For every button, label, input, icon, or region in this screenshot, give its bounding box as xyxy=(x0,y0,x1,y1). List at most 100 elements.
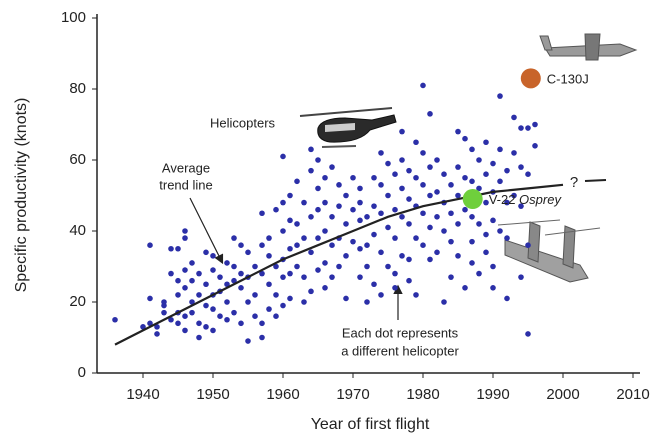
data-point xyxy=(154,324,160,330)
data-point xyxy=(308,167,314,174)
data-point xyxy=(518,164,524,170)
data-point xyxy=(322,228,328,234)
y-tick-label: 80 xyxy=(69,80,86,97)
data-point xyxy=(455,164,461,170)
x-axis-title: Year of first flight xyxy=(311,416,430,433)
data-point xyxy=(287,192,293,199)
data-point xyxy=(315,185,321,192)
data-point xyxy=(280,274,286,280)
data-point xyxy=(357,245,363,252)
data-point xyxy=(175,320,181,327)
data-point xyxy=(245,338,251,344)
data-point xyxy=(315,206,321,213)
data-point xyxy=(462,206,468,213)
data-point xyxy=(259,210,265,217)
data-point xyxy=(413,292,419,298)
data-point xyxy=(357,185,363,192)
marks: 0 20 40 60 80 100 1940 1950 1960 1970 1980 1990 2000… xyxy=(61,9,650,403)
data-point xyxy=(357,274,363,280)
data-point xyxy=(301,199,307,206)
data-point xyxy=(448,210,454,217)
x-tick-label: 1960 xyxy=(266,386,299,403)
data-point xyxy=(203,302,209,309)
osprey-illustration xyxy=(497,219,601,283)
data-point xyxy=(378,182,384,188)
data-point xyxy=(238,270,244,277)
data-point xyxy=(434,249,440,256)
x-tick-label: 1980 xyxy=(406,386,439,403)
data-point xyxy=(469,260,475,266)
data-point xyxy=(385,224,391,231)
data-point xyxy=(203,324,209,330)
data-point xyxy=(525,331,531,337)
data-point xyxy=(420,210,426,217)
data-point xyxy=(175,292,181,298)
data-point xyxy=(273,206,279,213)
highlight-label-text: C-130J xyxy=(547,72,589,87)
highlight-label: V-22 Osprey xyxy=(489,192,563,207)
data-point xyxy=(147,295,153,302)
data-point xyxy=(392,206,398,213)
data-point xyxy=(469,146,475,153)
data-point xyxy=(378,292,384,298)
data-point xyxy=(483,199,489,206)
trend-line xyxy=(114,183,564,346)
data-point xyxy=(399,214,405,220)
data-point xyxy=(259,270,265,277)
data-point xyxy=(420,150,426,156)
x-tick-label: 1990 xyxy=(476,386,509,403)
data-point xyxy=(532,143,538,149)
data-point xyxy=(154,331,160,337)
dots-label: a different helicopter xyxy=(341,343,459,358)
data-point xyxy=(280,228,286,234)
helicopter-illustration xyxy=(299,107,397,148)
data-point xyxy=(252,263,258,270)
highlight-label: C-130J xyxy=(547,72,589,87)
data-point xyxy=(490,160,496,167)
data-point xyxy=(217,274,223,280)
data-point xyxy=(196,270,202,277)
data-point xyxy=(182,235,188,241)
data-point xyxy=(280,302,286,309)
data-point xyxy=(329,242,335,248)
data-point xyxy=(385,160,391,167)
data-point xyxy=(329,164,335,170)
data-point xyxy=(434,157,440,163)
data-point xyxy=(294,242,300,248)
data-point xyxy=(413,174,419,181)
data-point xyxy=(350,238,356,245)
data-point xyxy=(434,214,440,220)
data-point xyxy=(427,111,433,117)
data-point xyxy=(469,178,475,185)
data-point xyxy=(427,192,433,199)
data-point xyxy=(168,316,174,323)
data-point xyxy=(182,327,188,334)
data-point xyxy=(525,171,531,177)
data-point xyxy=(336,203,342,209)
data-point xyxy=(511,150,517,156)
data-point xyxy=(266,253,272,259)
data-point xyxy=(266,281,272,288)
data-point xyxy=(112,316,118,323)
data-point xyxy=(168,245,174,252)
question-mark: ? xyxy=(570,174,578,191)
data-point xyxy=(189,260,195,266)
data-point xyxy=(224,260,230,266)
data-point xyxy=(231,277,237,284)
data-point xyxy=(392,235,398,241)
data-point xyxy=(210,253,216,259)
helicopters-label: Helicopters xyxy=(210,115,276,130)
data-point xyxy=(525,125,531,131)
data-point xyxy=(301,274,307,280)
highlight-point xyxy=(462,189,483,210)
data-point xyxy=(343,192,349,199)
data-point xyxy=(147,242,153,248)
data-point xyxy=(525,242,531,248)
data-point xyxy=(378,210,384,217)
data-point xyxy=(210,306,216,312)
data-point xyxy=(350,206,356,213)
data-point xyxy=(280,199,286,206)
data-point xyxy=(168,270,174,277)
data-point xyxy=(343,221,349,227)
data-point xyxy=(287,295,293,302)
